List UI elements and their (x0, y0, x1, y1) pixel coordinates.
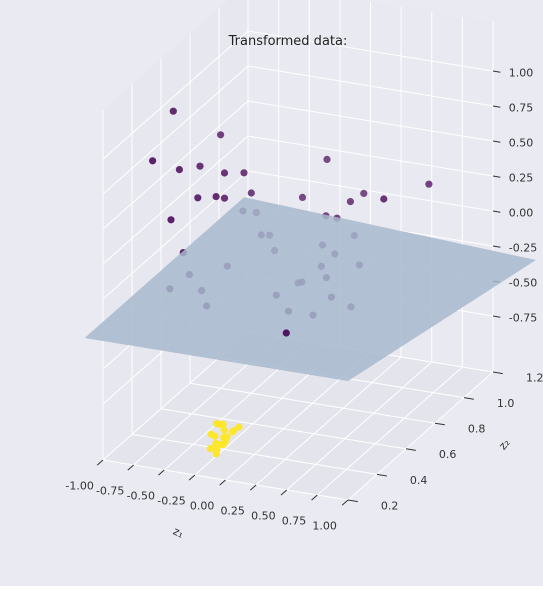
x-tick-label: 0.00 (190, 499, 215, 512)
grid-line-z-left (102, 30, 249, 160)
scatter-point-class-a (167, 216, 175, 224)
x-tick-mark (311, 494, 318, 501)
scatter-point-class-b (206, 444, 214, 453)
grid-line-x-floor (255, 356, 402, 486)
tick-labels: -1.00 -0.75 -0.50 -0.25 0.00 0.25 0.50 0.75 1.00… (65, 67, 543, 533)
grid-line-x-floor (286, 361, 433, 491)
scatter-point-class-b (212, 450, 220, 458)
z-tick-mark (492, 70, 501, 73)
z-tick-label: 0.00 (509, 207, 534, 220)
x-tick-mark (341, 499, 349, 506)
y-tick-label: 0.6 (439, 448, 457, 461)
grid-line-y-floor (160, 408, 407, 450)
z-tick-mark (492, 245, 501, 248)
grid-line-z-left (102, 65, 249, 195)
z-tick-mark (492, 105, 501, 108)
x-tick-label: -0.75 (96, 484, 124, 497)
grid-line-z-back (247, 170, 494, 212)
scatter-point-class-a (323, 155, 331, 163)
scatter-point-class-a (217, 131, 225, 139)
x-tick-label: 1.00 (312, 519, 337, 532)
scatter-point-class-a (220, 169, 229, 177)
scatter-point-class-a (194, 194, 202, 202)
x-tick-label: 0.25 (220, 504, 245, 517)
y-tick-mark (463, 397, 474, 400)
separating-plane (84, 197, 536, 381)
scatter-point-class-a (196, 162, 204, 170)
grid-line-x-floor (347, 371, 494, 501)
grid-line-z-left (102, 170, 249, 300)
z-tick-mark (492, 315, 501, 318)
x-tick-mark (96, 459, 104, 466)
scatter-point-class-b (207, 430, 215, 438)
y-tick-label: 0.4 (410, 474, 428, 487)
scatter-point-class-a (282, 329, 290, 337)
y-tick-label: 1.2 (526, 371, 543, 384)
z-tick-label: -0.75 (509, 312, 537, 325)
x-tick-label: 0.75 (282, 514, 307, 527)
scatter-point-class-a (149, 157, 157, 165)
z-tick-label: 0.75 (509, 102, 534, 115)
scatter-point-class-b (216, 440, 224, 449)
x-tick-mark (127, 464, 134, 471)
z-tick-mark (492, 140, 501, 143)
scatter-point-class-b (216, 420, 224, 428)
z-tick-label: 1.00 (509, 67, 534, 80)
y-tick-mark (434, 422, 445, 426)
grid-line-z-left (102, 135, 249, 265)
scatter-point-class-a (175, 166, 183, 174)
scatter-point-class-a (298, 193, 307, 201)
z-tick-label: -0.25 (509, 242, 537, 255)
scatter-point-class-a (380, 195, 388, 203)
y-tick-mark (376, 473, 387, 477)
x-tick-label: -0.25 (157, 494, 185, 507)
x-tick-mark (219, 479, 226, 486)
z-tick-mark (492, 210, 501, 213)
x-axis-label: z₁ (171, 525, 186, 541)
x-tick-mark (188, 474, 196, 481)
grid-line-z-back (247, 30, 494, 72)
x-tick-mark (280, 489, 288, 496)
y-tick-mark (492, 371, 503, 375)
z-tick-label: 0.25 (509, 172, 534, 185)
scatter-point-class-a (220, 194, 229, 202)
scatter-point-class-b (221, 437, 230, 445)
z-tick-label: 0.50 (509, 137, 534, 150)
scatter-point-class-b (230, 427, 238, 435)
scatter-point-class-a (240, 169, 248, 177)
grid-line-z-back (247, 100, 494, 142)
grid-line-z-left (102, 100, 249, 230)
grid-line-y-floor (189, 382, 436, 424)
x-tick-mark (158, 469, 165, 476)
y-tick-mark (405, 448, 416, 451)
scatter-point-class-b (220, 426, 228, 434)
scatter-point-class-a (346, 198, 354, 206)
scatter-point-class-a (425, 180, 433, 188)
scatter-point-class-b (235, 423, 243, 431)
z-tick-label: -0.50 (509, 277, 537, 290)
scatter-point-class-a (212, 193, 220, 201)
scatter-point-class-a (247, 189, 255, 197)
x-tick-label: -1.00 (65, 479, 93, 492)
scatter-point-class-a (360, 189, 368, 197)
grid-line-z-back (247, 135, 494, 177)
x-tick-mark (249, 484, 257, 491)
x-tick-label: -0.50 (127, 489, 155, 502)
grid-line-y-floor (131, 433, 378, 475)
y-tick-label: 1.0 (497, 397, 515, 410)
points-below-plane (206, 329, 290, 458)
y-tick-label: 0.8 (468, 423, 486, 436)
chart-title: Transformed data: (228, 34, 348, 49)
z-tick-mark (492, 175, 501, 178)
y-tick-mark (347, 499, 358, 503)
y-tick-label: 0.2 (381, 499, 399, 512)
scatter-point-class-a (169, 107, 177, 115)
x-tick-label: 0.50 (251, 509, 276, 522)
grid-line-z-back (247, 65, 494, 107)
grid-line-x-floor (317, 366, 463, 496)
